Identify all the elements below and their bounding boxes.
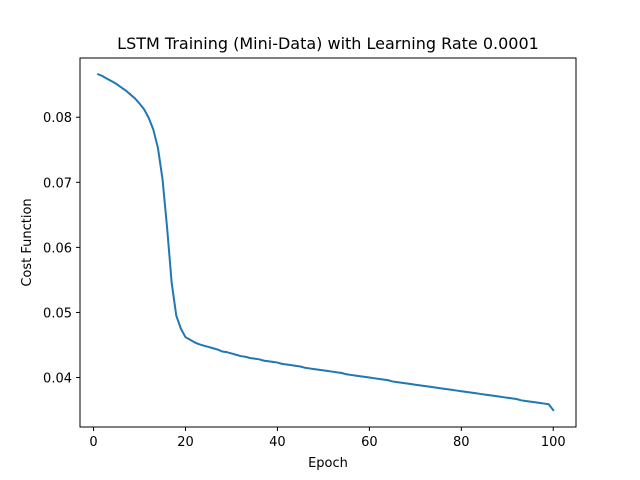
series-layer bbox=[96, 72, 555, 412]
chart-title: LSTM Training (Mini-Data) with Learning … bbox=[117, 34, 539, 53]
y-tick-label: 0.04 bbox=[43, 372, 72, 387]
x-axis: 0 20 40 60 80 100 bbox=[89, 427, 566, 450]
x-tick-label: 80 bbox=[453, 435, 470, 450]
y-axis: 0.04 0.05 0.06 0.07 0.08 bbox=[43, 111, 80, 387]
x-tick-label: 60 bbox=[361, 435, 378, 450]
x-tick-label: 100 bbox=[541, 435, 566, 450]
y-tick-label: 0.06 bbox=[43, 241, 72, 256]
x-tick-label: 20 bbox=[177, 435, 194, 450]
series-line bbox=[96, 72, 555, 412]
x-tick-label: 0 bbox=[89, 435, 97, 450]
x-tick-label: 40 bbox=[269, 435, 286, 450]
plot-frame bbox=[79, 57, 577, 428]
y-axis-label: Cost Function bbox=[20, 198, 35, 286]
y-tick-label: 0.05 bbox=[43, 306, 72, 321]
y-tick-label: 0.08 bbox=[43, 111, 72, 126]
x-axis-label: Epoch bbox=[308, 456, 348, 471]
y-tick-label: 0.07 bbox=[43, 176, 72, 191]
